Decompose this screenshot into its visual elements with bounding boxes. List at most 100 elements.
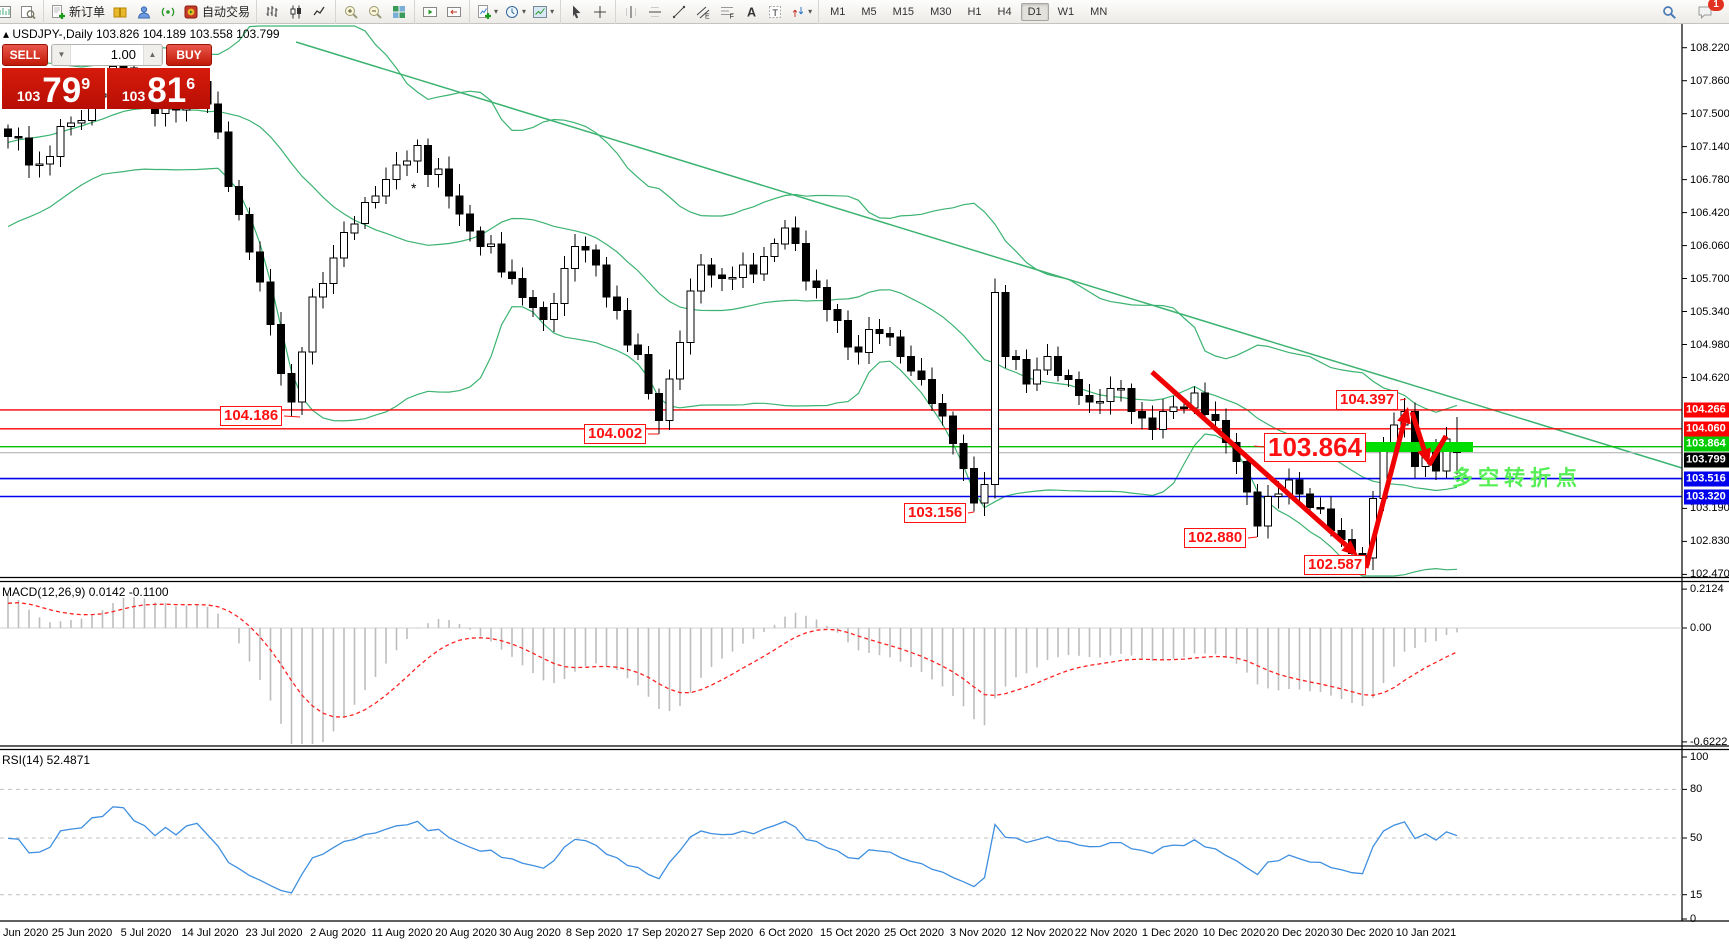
timeframe-h4-button[interactable]: H4: [991, 3, 1019, 21]
bar-chart-button[interactable]: [260, 2, 284, 22]
search-icon: [1661, 4, 1677, 20]
indicators-icon: [476, 4, 492, 20]
svg-text:E: E: [705, 13, 710, 20]
chart-shift-icon: [446, 4, 462, 20]
chat-button[interactable]: 1: [1693, 0, 1724, 22]
equidistant-channel-icon: E: [695, 4, 711, 20]
news-button[interactable]: [108, 2, 132, 22]
candle-chart-button[interactable]: [284, 2, 308, 22]
periods-dropdown-icon[interactable]: ▾: [522, 7, 527, 16]
cursor-button[interactable]: [564, 2, 588, 22]
arrows-button[interactable]: ▾: [787, 2, 815, 22]
new-chart-button[interactable]: [0, 2, 16, 22]
toolbar-right: 1: [1657, 0, 1729, 22]
signals-button[interactable]: [156, 2, 180, 22]
templates-icon: [532, 4, 548, 20]
periods-button[interactable]: ▾: [501, 2, 529, 22]
one-click-trading-panel: SELL ▼ 1.00 ▲ BUY 103 79 9 103 81 6: [2, 44, 212, 109]
templates-dropdown-icon[interactable]: ▾: [550, 7, 555, 16]
zoom-out-button[interactable]: [363, 2, 387, 22]
autotrading-label: 自动交易: [202, 5, 251, 19]
autotrading-icon: [183, 4, 199, 20]
timeframe-d1-button[interactable]: D1: [1020, 2, 1049, 21]
crosshair-button[interactable]: [588, 2, 612, 22]
rsi-panel: [0, 788, 1682, 896]
equidistant-channel-button[interactable]: E: [691, 2, 715, 22]
candle-chart-icon: [288, 4, 304, 20]
timeframe-h1-button[interactable]: H1: [960, 3, 988, 21]
text-label-button[interactable]: T: [763, 2, 787, 22]
text-icon: A: [743, 4, 759, 20]
sell-price[interactable]: 103 79 9: [2, 68, 105, 109]
trendline-button[interactable]: [667, 2, 691, 22]
templates-button[interactable]: ▾: [529, 2, 557, 22]
text-label-icon: T: [767, 4, 783, 20]
timeframe-m30-button[interactable]: M30: [923, 3, 958, 21]
sell-price-big: 79: [42, 71, 82, 110]
market-icon: [136, 4, 152, 20]
auto-scroll-button[interactable]: [418, 2, 442, 22]
sell-button[interactable]: SELL: [2, 44, 48, 66]
autotrading-button[interactable]: 自动交易: [180, 2, 253, 22]
timeframe-group: M1 M5 M15 M30 H1 H4 D1 W1 MN: [818, 0, 1118, 24]
data-window-icon: [20, 4, 36, 20]
star-marker: *: [411, 180, 417, 196]
toolbar-group: [0, 0, 43, 24]
trade-buttons-row: SELL ▼ 1.00 ▲ BUY: [2, 44, 212, 66]
toolbar-group: [560, 0, 615, 24]
timeframe-m15-button[interactable]: M15: [886, 3, 921, 21]
bar-chart-icon: [264, 4, 280, 20]
line-chart-button[interactable]: [308, 2, 332, 22]
news-icon: [112, 4, 128, 20]
new-order-button[interactable]: 新订单: [47, 2, 108, 22]
candles-layer: [4, 54, 1461, 570]
fibonacci-button[interactable]: F: [715, 2, 739, 22]
tile-windows-icon: [391, 4, 407, 20]
arrows-dropdown-icon[interactable]: ▾: [808, 7, 813, 16]
toolbar-group: [414, 0, 469, 24]
svg-text:F: F: [730, 11, 735, 20]
buy-price-sup: 6: [186, 76, 196, 93]
buy-price[interactable]: 103 81 6: [107, 68, 210, 109]
cursor-icon: [568, 4, 584, 20]
data-window-button[interactable]: [16, 2, 40, 22]
svg-text:A: A: [747, 5, 756, 19]
timeframe-m5-button[interactable]: M5: [854, 3, 883, 21]
horizontal-line-icon: [647, 4, 663, 20]
text-button[interactable]: A: [739, 2, 763, 22]
volume-value[interactable]: 1.00: [110, 47, 136, 62]
sell-price-prefix: 103: [16, 88, 41, 104]
toolbar-group: 新订单 自动交易: [43, 0, 256, 24]
new-order-icon: [50, 4, 66, 20]
volume-decrease-button[interactable]: ▼: [52, 45, 71, 65]
macd-panel: [0, 593, 1682, 744]
buy-button[interactable]: BUY: [166, 44, 212, 66]
vertical-line-button[interactable]: [619, 2, 643, 22]
timeframe-w1-button[interactable]: W1: [1051, 3, 1082, 21]
zoom-in-icon: [343, 4, 359, 20]
volume-increase-button[interactable]: ▲: [143, 45, 162, 65]
market-button[interactable]: [132, 2, 156, 22]
volume-stepper[interactable]: ▼ 1.00 ▲: [51, 44, 163, 66]
timeframe-m1-button[interactable]: M1: [823, 3, 852, 21]
tile-windows-button[interactable]: [387, 2, 411, 22]
fibonacci-icon: F: [719, 4, 735, 20]
periods-icon: [504, 4, 520, 20]
svg-text:T: T: [772, 7, 778, 18]
new-chart-icon: [0, 4, 12, 20]
indicators-button[interactable]: ▾: [473, 2, 501, 22]
timeframe-mn-button[interactable]: MN: [1083, 3, 1114, 21]
zoom-in-button[interactable]: [339, 2, 363, 22]
vertical-line-icon: [623, 4, 639, 20]
chart-shift-button[interactable]: [442, 2, 466, 22]
indicators-dropdown-icon[interactable]: ▾: [494, 7, 499, 16]
line-chart-icon: [312, 4, 328, 20]
horizontal-line-button[interactable]: [643, 2, 667, 22]
buy-price-prefix: 103: [121, 88, 146, 104]
search-button[interactable]: [1657, 2, 1681, 22]
chat-badge: 1: [1708, 0, 1724, 11]
new-order-label: 新订单: [69, 5, 106, 19]
signals-icon: [160, 4, 176, 20]
